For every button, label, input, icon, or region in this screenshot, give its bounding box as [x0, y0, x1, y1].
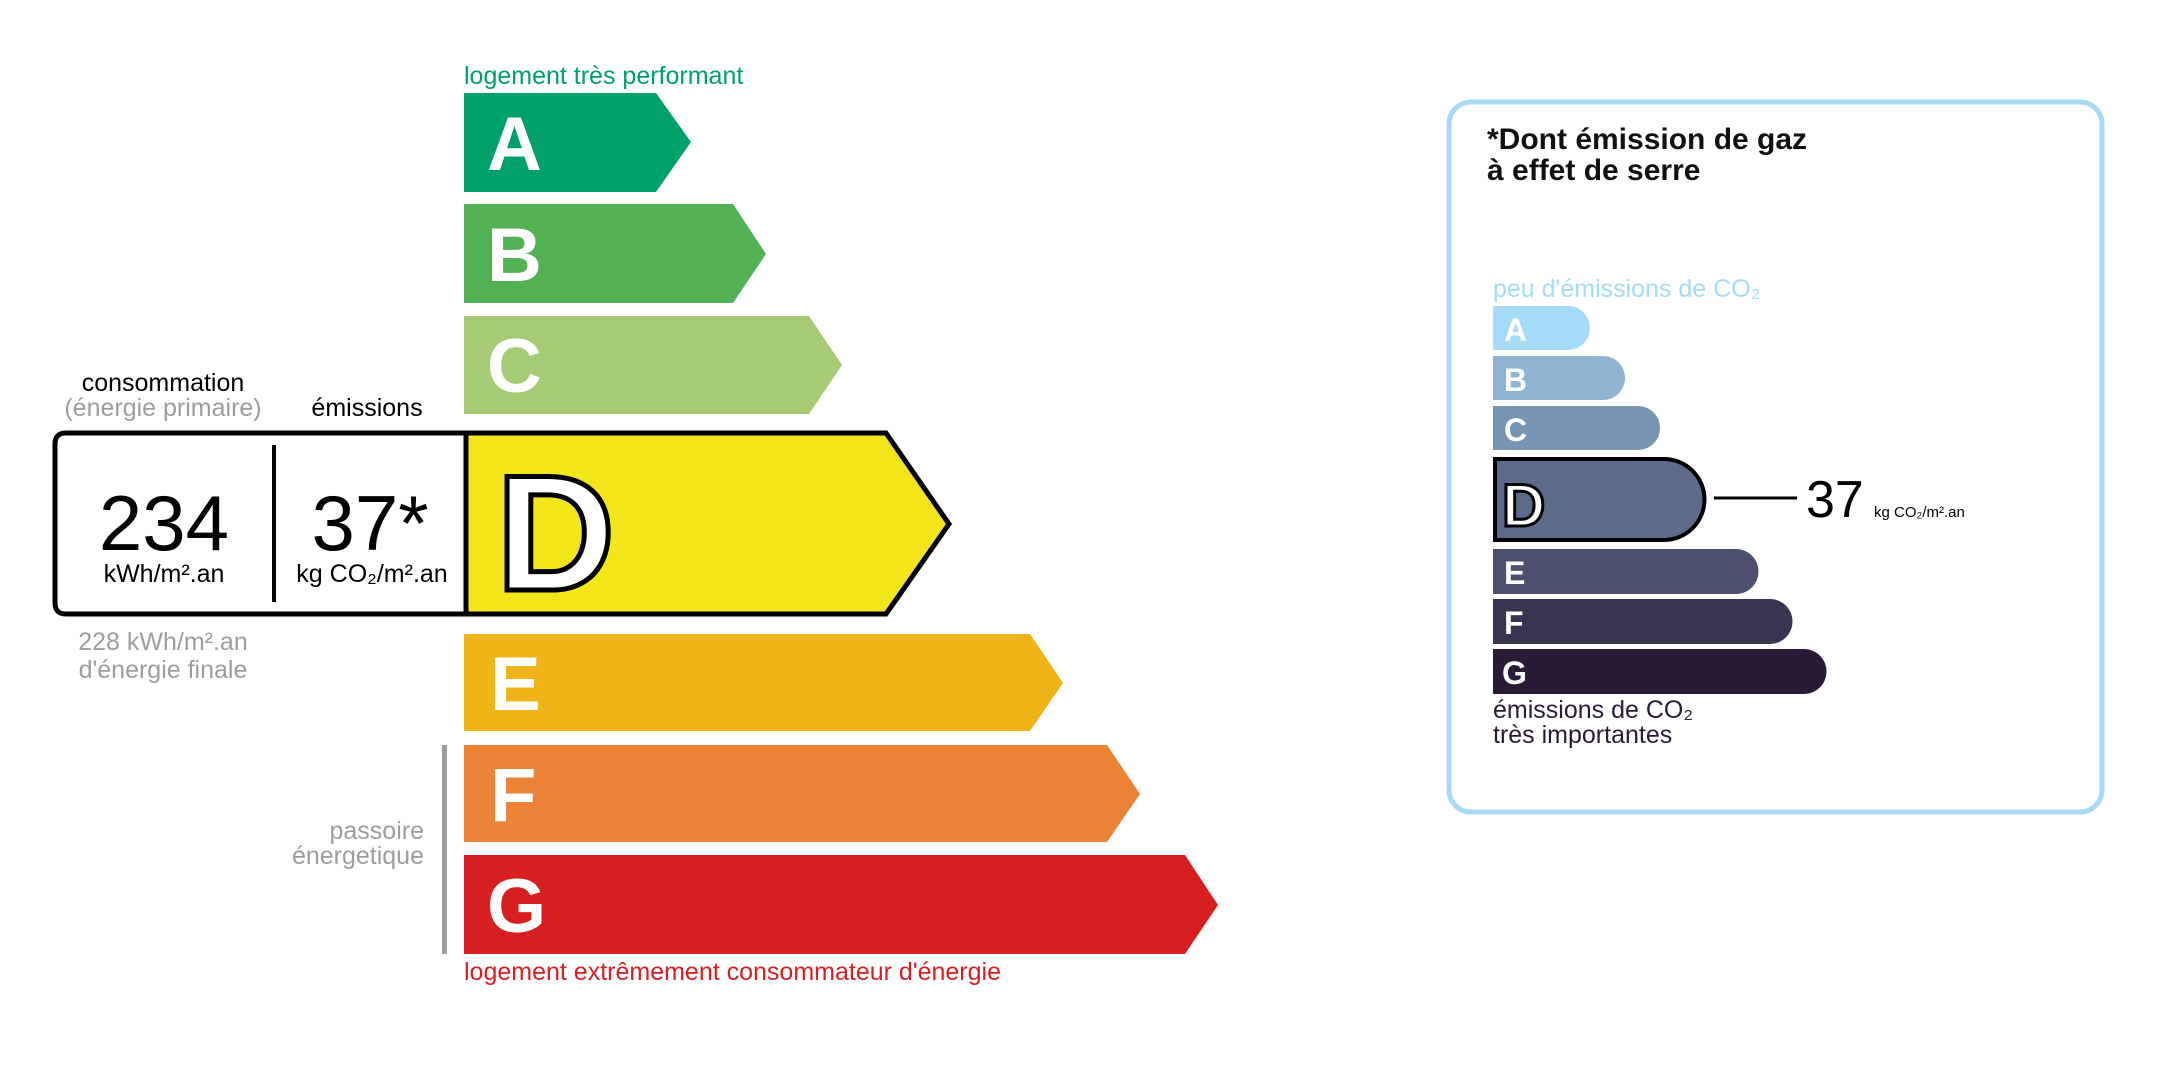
emissions-value: 37* [311, 479, 428, 567]
svg-text:C: C [487, 324, 542, 409]
energy-bar-e: E [464, 634, 1063, 731]
passoire-bracket [442, 745, 447, 954]
ghg-current-letter: D [1502, 472, 1545, 539]
current-class-letter: D [496, 441, 615, 625]
energy-bar-c: C [464, 316, 842, 414]
bottom-label: logement extrêmement consommateur d'éner… [464, 958, 1001, 986]
svg-text:F: F [1504, 605, 1524, 641]
energy-bar-f: F [464, 745, 1140, 842]
svg-text:A: A [1504, 312, 1527, 348]
ghg-title-2: à effet de serre [1487, 154, 1700, 187]
ghg-bar-d: D [1493, 457, 1707, 542]
emissions-heading: émissions [311, 394, 422, 422]
svg-text:G: G [487, 864, 546, 949]
ghg-bar-f: F [1493, 599, 1793, 644]
svg-text:B: B [487, 213, 542, 298]
ghg-value: 37 [1806, 471, 1864, 529]
ghg-bottom-label-1: émissions de CO₂ [1493, 696, 1693, 724]
ghg-bar-a: A [1493, 306, 1590, 350]
energy-bar-g: G [464, 855, 1218, 954]
consumption-heading: consommation [82, 369, 245, 397]
svg-text:F: F [490, 753, 536, 838]
top-label: logement très performant [464, 62, 743, 90]
svg-text:E: E [490, 642, 541, 727]
final-energy-value: 228 kWh/m².an [78, 628, 248, 656]
ghg-bar-b: B [1493, 356, 1625, 400]
final-energy-label: d'énergie finale [79, 656, 248, 684]
ghg-top-label: peu d'émissions de CO₂ [1493, 275, 1760, 303]
emissions-unit: kg CO₂/m².an [296, 560, 447, 588]
ghg-bar-g: G [1493, 649, 1827, 694]
svg-text:B: B [1504, 362, 1527, 398]
passoire-label-1: passoire [330, 817, 425, 845]
svg-text:C: C [1504, 412, 1527, 448]
energy-bar-d [463, 430, 953, 617]
svg-text:G: G [1502, 655, 1527, 691]
energy-bar-b: B [464, 204, 766, 303]
ghg-bar-e: E [1493, 549, 1759, 594]
passoire-label-2: énergetique [292, 842, 424, 870]
energy-bar-a: A [464, 93, 691, 192]
consumption-value: 234 [99, 479, 229, 567]
consumption-subheading: (énergie primaire) [64, 394, 261, 422]
ghg-title-1: *Dont émission de gaz [1487, 123, 1807, 156]
ghg-unit: kg CO₂/m².an [1874, 504, 1965, 521]
svg-text:E: E [1504, 555, 1525, 591]
energy-current-row: D [52, 430, 953, 628]
ghg-bar-c: C [1493, 406, 1660, 450]
consumption-unit: kWh/m².an [104, 560, 225, 588]
ghg-bottom-label-2: très importantes [1493, 721, 1672, 749]
svg-text:A: A [487, 102, 542, 187]
